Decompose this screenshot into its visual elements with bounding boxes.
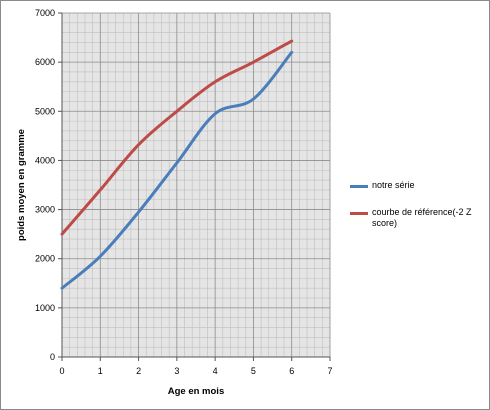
legend-item-series-2: courbe de référence(-2 Z score) bbox=[350, 207, 485, 229]
legend-label-series-2: courbe de référence(-2 Z score) bbox=[372, 207, 472, 228]
y-tick-label: 2000 bbox=[35, 254, 55, 264]
y-tick-label: 6000 bbox=[35, 57, 55, 67]
x-axis-label: Age en mois bbox=[168, 386, 225, 397]
x-tick-label: 1 bbox=[98, 366, 103, 376]
y-tick-label: 5000 bbox=[35, 106, 55, 116]
legend-label-series-1: notre série bbox=[372, 180, 415, 190]
y-tick-label: 0 bbox=[50, 352, 55, 362]
plot-area bbox=[62, 13, 330, 357]
gridlines bbox=[61, 12, 331, 358]
x-tick-label: 0 bbox=[59, 366, 64, 376]
axes bbox=[58, 12, 331, 361]
legend: notre série courbe de référence(-2 Z sco… bbox=[350, 180, 485, 245]
legend-swatch-series-1 bbox=[350, 185, 368, 188]
y-tick-label: 4000 bbox=[35, 155, 55, 165]
tick-labels: 0 1000 2000 3000 4000 5000 6000 7000 0 1 2 3 4 5 6 7 bbox=[35, 8, 333, 376]
y-tick-label: 1000 bbox=[35, 303, 55, 313]
y-tick-label: 7000 bbox=[35, 8, 55, 18]
x-tick-label: 5 bbox=[251, 366, 256, 376]
legend-item-series-1: notre série bbox=[350, 180, 485, 191]
legend-swatch-series-2 bbox=[350, 212, 368, 215]
series-line-2 bbox=[60, 39, 294, 236]
x-tick-label: 2 bbox=[136, 366, 141, 376]
series-line-1 bbox=[60, 50, 294, 290]
x-tick-label: 7 bbox=[327, 366, 332, 376]
y-axis-label: poids moyen en gramme bbox=[16, 129, 27, 241]
x-tick-label: 3 bbox=[174, 366, 179, 376]
series-lines bbox=[60, 39, 294, 290]
y-tick-label: 3000 bbox=[35, 205, 55, 215]
x-tick-label: 6 bbox=[289, 366, 294, 376]
x-tick-label: 4 bbox=[213, 366, 218, 376]
